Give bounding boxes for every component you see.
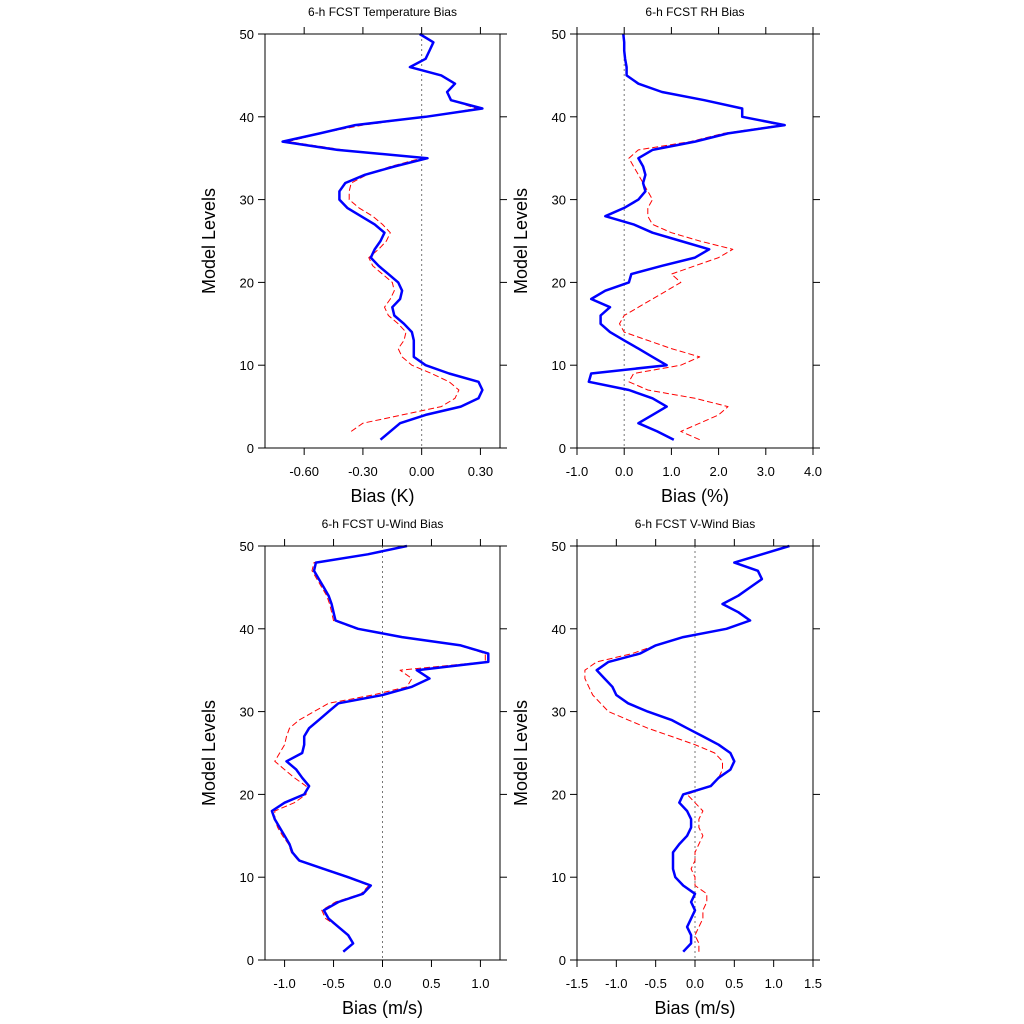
y-tick-label: 30 xyxy=(552,705,566,720)
y-tick-label: 20 xyxy=(552,787,566,802)
series-line xyxy=(270,544,490,953)
x-tick-label: -1.5 xyxy=(566,976,588,991)
x-tick-label: 1.5 xyxy=(804,976,822,991)
x-tick-label: 0.30 xyxy=(468,464,493,479)
x-axis-label: Bias (K) xyxy=(350,486,414,506)
x-tick-label: 3.0 xyxy=(757,464,775,479)
x-tick-label: -0.5 xyxy=(322,976,344,991)
y-tick-label: 20 xyxy=(552,275,566,290)
x-tick-label: 1.0 xyxy=(471,976,489,991)
x-axis-label: Bias (m/s) xyxy=(655,998,736,1018)
y-tick-label: 20 xyxy=(240,787,254,802)
y-tick-label: 50 xyxy=(552,539,566,554)
y-axis-label: Model Levels xyxy=(511,700,531,806)
y-tick-label: 30 xyxy=(240,705,254,720)
x-tick-label: 0.0 xyxy=(615,464,633,479)
x-tick-label: 0.0 xyxy=(686,976,704,991)
series-line xyxy=(281,32,484,441)
y-tick-label: 10 xyxy=(240,358,254,373)
y-tick-label: 40 xyxy=(240,622,254,637)
y-tick-label: 0 xyxy=(247,953,254,968)
y-tick-label: 10 xyxy=(552,870,566,885)
series-line xyxy=(584,545,790,952)
y-tick-label: 0 xyxy=(247,441,254,456)
x-tick-label: 1.0 xyxy=(765,976,783,991)
series-line xyxy=(595,544,790,953)
panel-title: 6-h FCST U-Wind Bias xyxy=(322,517,444,531)
plot-frame xyxy=(264,33,501,449)
y-tick-label: 40 xyxy=(240,110,254,125)
y-tick-label: 30 xyxy=(552,193,566,208)
y-tick-label: 0 xyxy=(559,441,566,456)
x-tick-label: -1.0 xyxy=(566,464,588,479)
x-tick-label: -0.30 xyxy=(348,464,378,479)
y-axis-label: Model Levels xyxy=(199,700,219,806)
y-tick-label: 40 xyxy=(552,110,566,125)
series-line xyxy=(619,33,781,441)
panel-title: 6-h FCST V-Wind Bias xyxy=(635,517,755,531)
x-tick-label: 4.0 xyxy=(804,464,822,479)
plot-frame xyxy=(576,33,814,449)
x-tick-label: 0.5 xyxy=(725,976,743,991)
x-tick-label: -1.0 xyxy=(605,976,627,991)
x-axis-label: Bias (m/s) xyxy=(342,998,423,1018)
x-tick-label: -0.5 xyxy=(644,976,666,991)
y-tick-label: 50 xyxy=(240,27,254,42)
x-tick-label: 1.0 xyxy=(662,464,680,479)
y-tick-label: 20 xyxy=(240,275,254,290)
y-tick-label: 50 xyxy=(552,27,566,42)
x-tick-label: 0.5 xyxy=(422,976,440,991)
x-tick-label: 2.0 xyxy=(710,464,728,479)
panel-title: 6-h FCST Temperature Bias xyxy=(308,5,457,19)
y-tick-label: 0 xyxy=(559,953,566,968)
x-tick-label: -0.60 xyxy=(289,464,319,479)
y-tick-label: 30 xyxy=(240,193,254,208)
x-tick-label: -1.0 xyxy=(273,976,295,991)
panel-title: 6-h FCST RH Bias xyxy=(645,5,744,19)
series-line xyxy=(587,33,786,441)
y-tick-label: 50 xyxy=(240,539,254,554)
y-tick-label: 10 xyxy=(240,870,254,885)
x-tick-label: 0.0 xyxy=(373,976,391,991)
series-line xyxy=(274,545,486,953)
y-tick-label: 10 xyxy=(552,358,566,373)
plot-frame xyxy=(264,545,501,961)
x-tick-label: 0.00 xyxy=(409,464,434,479)
y-tick-label: 40 xyxy=(552,622,566,637)
x-axis-label: Bias (%) xyxy=(661,486,729,506)
y-axis-label: Model Levels xyxy=(511,188,531,294)
y-axis-label: Model Levels xyxy=(199,188,219,294)
plot-frame xyxy=(576,545,814,961)
